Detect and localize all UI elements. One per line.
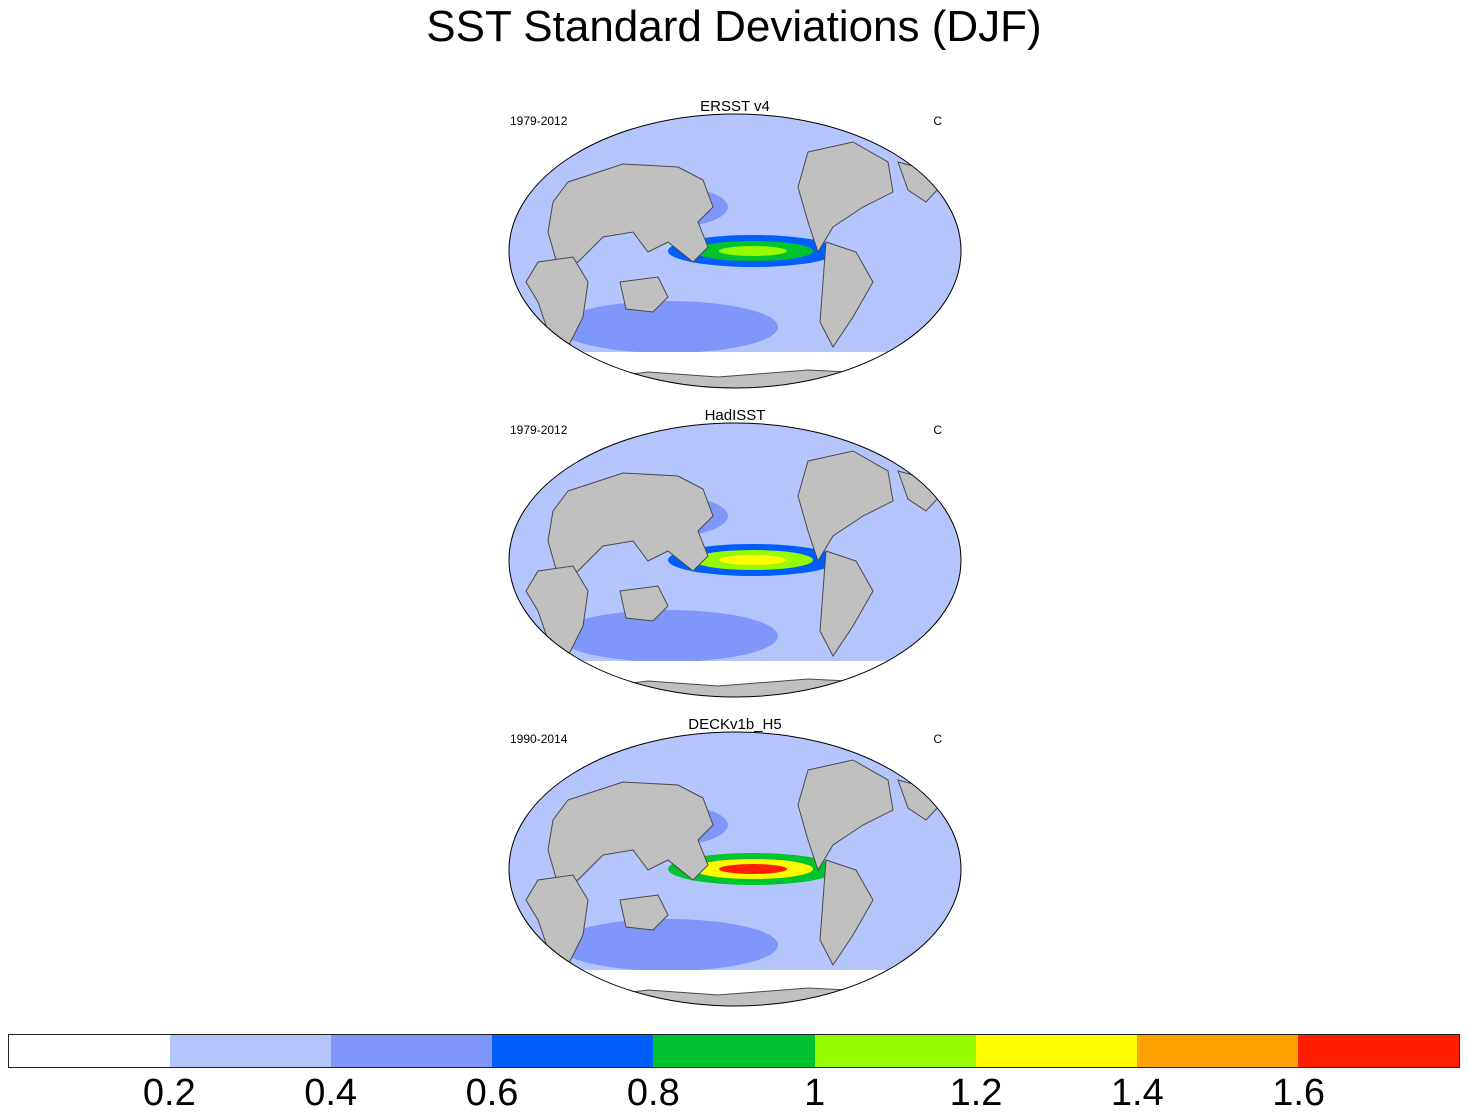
land-mass xyxy=(819,859,874,966)
map-border xyxy=(508,422,962,698)
colorbar xyxy=(8,1034,1460,1068)
enso-band-core xyxy=(719,246,787,256)
land-mass xyxy=(547,781,714,886)
panel-units: C xyxy=(933,732,942,746)
colorbar-swatch xyxy=(9,1035,171,1067)
colorbar-swatch xyxy=(331,1035,493,1067)
land-mass xyxy=(797,141,894,254)
world-map xyxy=(508,422,962,698)
panel-title: DECKv1b_H5 xyxy=(688,716,782,733)
colorbar-tick-label: 1 xyxy=(804,1072,826,1114)
colorbar-swatch xyxy=(1136,1035,1298,1067)
map-border xyxy=(508,113,962,389)
land-mass xyxy=(819,550,874,657)
world-map xyxy=(508,113,962,389)
panel-units: C xyxy=(933,423,942,437)
map-panel-ersst: ERSST v4 1979-2012 C xyxy=(508,98,962,412)
colorbar-tick-label: 0.2 xyxy=(142,1072,196,1114)
land-mass xyxy=(547,472,714,577)
colorbar-swatch xyxy=(492,1035,654,1067)
map-border xyxy=(508,731,962,1007)
land-mass xyxy=(619,276,669,313)
enso-band-core xyxy=(719,864,787,874)
panel-units: C xyxy=(933,114,942,128)
colorbar-swatch xyxy=(1297,1035,1459,1067)
colorbar-swatch xyxy=(653,1035,815,1067)
colorbar-tick-label: 0.8 xyxy=(626,1072,680,1114)
colorbar-tick-label: 0.6 xyxy=(465,1072,519,1114)
colorbar-swatch xyxy=(814,1035,976,1067)
colorbar-tick-label: 1.2 xyxy=(949,1072,1003,1114)
southern-ocean-anomaly xyxy=(558,610,778,662)
panel-title: ERSST v4 xyxy=(700,98,770,115)
colorbar-tick-label: 1.6 xyxy=(1272,1072,1326,1114)
figure-title: SST Standard Deviations (DJF) xyxy=(426,2,1042,51)
land-mass xyxy=(797,450,894,563)
panel-period: 1979-2012 xyxy=(510,423,568,437)
map-content xyxy=(509,423,961,697)
southern-ocean-anomaly xyxy=(558,301,778,353)
colorbar-swatch xyxy=(975,1035,1137,1067)
land-mass xyxy=(547,163,714,268)
world-map xyxy=(508,731,962,1007)
colorbar-tick-label: 0.4 xyxy=(304,1072,358,1114)
panel-period: 1979-2012 xyxy=(510,114,568,128)
land-mass xyxy=(619,894,669,931)
southern-ocean-anomaly xyxy=(558,919,778,971)
map-panel-hadisst: HadISST 1979-2012 C xyxy=(508,407,962,721)
panel-period: 1990-2014 xyxy=(510,732,568,746)
land-mass xyxy=(819,241,874,348)
land-mass xyxy=(619,585,669,622)
colorbar-swatch xyxy=(170,1035,332,1067)
enso-band-core xyxy=(719,555,787,565)
colorbar-tick-label: 1.4 xyxy=(1110,1072,1164,1114)
land-mass xyxy=(797,759,894,872)
panel-title: HadISST xyxy=(704,407,766,424)
map-panel-deckv1b: DECKv1b_H5 1990-2014 C xyxy=(508,716,962,1030)
